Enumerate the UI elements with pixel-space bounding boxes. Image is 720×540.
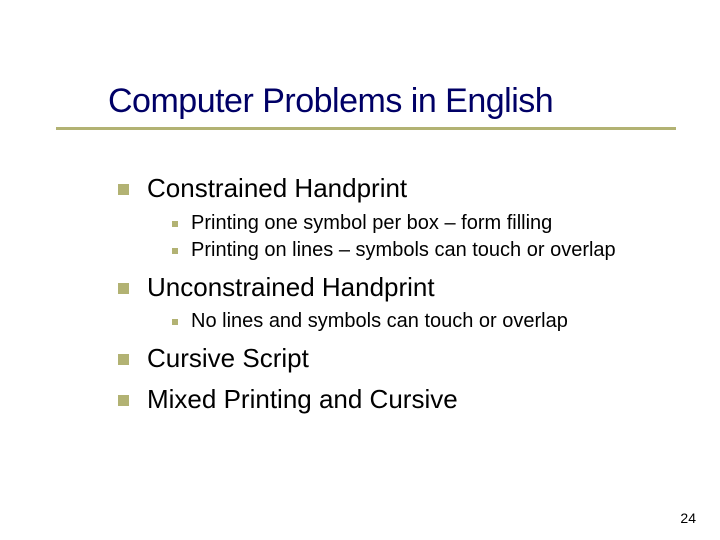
sublist-item-label: No lines and symbols can touch or overla… [191, 309, 568, 334]
list-item-row: Mixed Printing and Cursive [0, 383, 720, 416]
square-bullet-icon [172, 319, 178, 325]
title-underline [56, 127, 676, 130]
content-body: Constrained Handprint Printing one symbol… [0, 172, 720, 423]
list-item-row: Constrained Handprint [0, 172, 720, 205]
list-item-row: Cursive Script [0, 342, 720, 375]
page-number: 24 [680, 510, 696, 526]
sublist-item: No lines and symbols can touch or overla… [0, 309, 720, 334]
list-item: Mixed Printing and Cursive [0, 383, 720, 416]
list-item-label: Constrained Handprint [147, 172, 407, 205]
square-bullet-icon [118, 184, 129, 195]
list-item: Constrained Handprint Printing one symbol… [0, 172, 720, 263]
list-item-label: Unconstrained Handprint [147, 271, 435, 304]
list-item: Unconstrained Handprint No lines and symb… [0, 271, 720, 335]
square-bullet-icon [118, 395, 129, 406]
square-bullet-icon [172, 248, 178, 254]
sublist: Printing one symbol per box – form filli… [0, 211, 720, 263]
sublist-item: Printing one symbol per box – form filli… [0, 211, 720, 236]
list-item: Cursive Script [0, 342, 720, 375]
sublist-item: Printing on lines – symbols can touch or… [0, 238, 720, 263]
list-item-label: Mixed Printing and Cursive [147, 383, 458, 416]
slide: Computer Problems in English Constrained… [0, 0, 720, 540]
sublist-item-label: Printing on lines – symbols can touch or… [191, 238, 616, 263]
square-bullet-icon [118, 354, 129, 365]
slide-title: Computer Problems in English [0, 82, 720, 121]
title-region: Computer Problems in English [0, 82, 720, 130]
list-item-row: Unconstrained Handprint [0, 271, 720, 304]
list-item-label: Cursive Script [147, 342, 309, 375]
sublist-item-label: Printing one symbol per box – form filli… [191, 211, 552, 236]
square-bullet-icon [172, 221, 178, 227]
square-bullet-icon [118, 283, 129, 294]
sublist: No lines and symbols can touch or overla… [0, 309, 720, 334]
